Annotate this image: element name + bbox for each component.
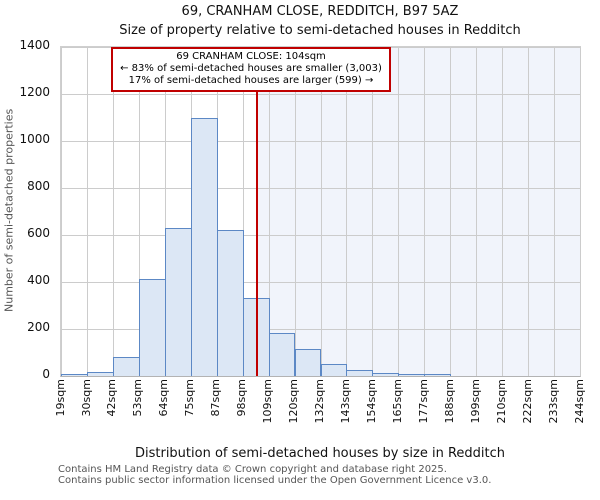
histogram-bar: [190, 118, 218, 376]
footer-line-1: Contains HM Land Registry data © Crown c…: [58, 464, 447, 475]
histogram-bar: [294, 348, 322, 376]
plot-area: 69 CRANHAM CLOSE: 104sqm ← 83% of semi-d…: [60, 46, 581, 377]
chart-title: 69, CRANHAM CLOSE, REDDITCH, B97 5AZ: [181, 4, 459, 19]
gridline-vertical: [476, 47, 478, 376]
y-tick-label: 0: [42, 367, 50, 381]
x-axis-label: Distribution of semi-detached houses by …: [134, 446, 505, 461]
y-tick-label: 1000: [19, 132, 50, 146]
x-tick-label: 165sqm: [390, 379, 404, 424]
histogram-bar: [112, 356, 140, 376]
chart-subtitle: Size of property relative to semi-detach…: [119, 23, 521, 38]
marker-line: [256, 47, 259, 376]
histogram-bar: [86, 371, 114, 376]
x-tick-label: 75sqm: [183, 379, 197, 417]
x-tick-label: 53sqm: [131, 379, 145, 417]
gridline-vertical: [372, 47, 374, 376]
x-tick-label: 154sqm: [364, 379, 378, 424]
x-tick-label: 30sqm: [79, 379, 93, 417]
x-tick-label: 42sqm: [105, 379, 119, 417]
histogram-bar: [372, 373, 400, 376]
y-tick-label: 600: [27, 226, 50, 240]
histogram-bar: [320, 364, 348, 376]
annotation-smaller-line: ← 83% of semi-detached houses are smalle…: [120, 63, 382, 74]
annotation-property-line: 69 CRANHAM CLOSE: 104sqm: [176, 51, 326, 62]
x-tick-label: 64sqm: [157, 379, 171, 417]
gridline-vertical: [346, 47, 348, 376]
y-tick-label: 800: [27, 179, 50, 193]
gridline-vertical: [398, 47, 400, 376]
x-tick-label: 87sqm: [209, 379, 223, 417]
histogram-bar: [268, 332, 296, 376]
histogram-bar: [61, 374, 88, 376]
gridline-vertical: [294, 47, 296, 376]
gridline-vertical: [86, 47, 88, 376]
x-tick-label: 98sqm: [235, 379, 249, 417]
x-tick-label: 210sqm: [494, 379, 508, 424]
gridline-vertical: [554, 47, 556, 376]
x-tick-label: 188sqm: [442, 379, 456, 424]
gridline-vertical: [424, 47, 426, 376]
footer-line-2: Contains public sector information licen…: [58, 475, 492, 486]
x-tick-label: 199sqm: [468, 379, 482, 424]
gridline-vertical: [528, 47, 530, 376]
y-tick-label: 400: [27, 273, 50, 287]
larger-than-marker-shade: [257, 47, 580, 376]
y-tick-label: 1200: [19, 85, 50, 99]
gridline-vertical: [61, 47, 62, 376]
x-tick-label: 233sqm: [546, 379, 560, 424]
x-tick-label: 120sqm: [287, 379, 301, 424]
marker-annotation-box: 69 CRANHAM CLOSE: 104sqm ← 83% of semi-d…: [111, 47, 391, 92]
histogram-bar: [164, 227, 192, 376]
histogram-bar: [346, 370, 374, 376]
annotation-larger-line: 17% of semi-detached houses are larger (…: [128, 75, 374, 86]
gridline-vertical: [112, 47, 114, 376]
gridline-vertical: [242, 47, 244, 376]
x-tick-label: 19sqm: [53, 379, 67, 417]
histogram-bar: [398, 374, 426, 376]
attribution-footer: Contains HM Land Registry data © Crown c…: [58, 464, 491, 486]
x-tick-label: 244sqm: [572, 379, 586, 424]
gridline-vertical: [320, 47, 322, 376]
x-tick-label: 132sqm: [313, 379, 326, 424]
gridline-vertical: [580, 47, 581, 376]
gridline-vertical: [502, 47, 504, 376]
x-tick-label: 143sqm: [338, 379, 352, 424]
histogram-bar: [138, 278, 166, 376]
gridline-vertical: [268, 47, 270, 376]
x-tick-label: 109sqm: [261, 379, 275, 424]
y-tick-label: 1400: [19, 38, 50, 52]
gridline-vertical: [450, 47, 452, 376]
histogram-bar: [424, 374, 452, 376]
gridline-vertical: [164, 47, 166, 376]
histogram-bar: [216, 230, 244, 376]
x-tick-label: 177sqm: [416, 379, 430, 424]
y-tick-label: 200: [27, 320, 50, 334]
gridline-vertical: [138, 47, 140, 376]
x-tick-label: 222sqm: [520, 379, 534, 424]
